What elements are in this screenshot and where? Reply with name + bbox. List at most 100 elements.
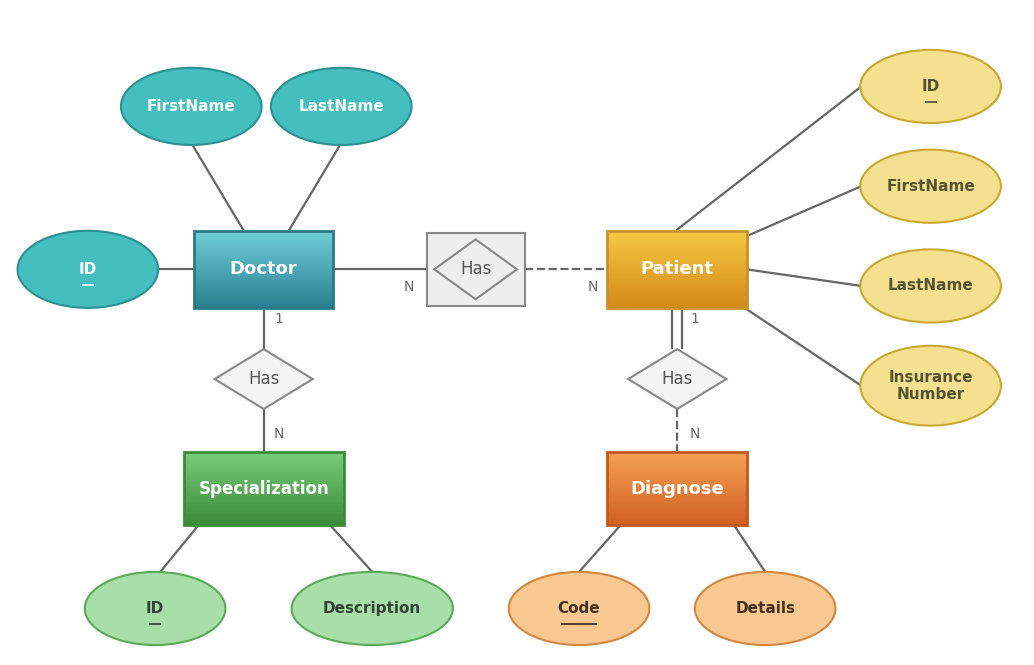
- Text: Doctor: Doctor: [230, 260, 298, 279]
- Bar: [608, 509, 747, 511]
- Text: ID: ID: [921, 79, 940, 94]
- Text: Details: Details: [735, 601, 795, 616]
- Bar: [194, 299, 333, 302]
- Bar: [608, 303, 747, 306]
- Bar: [194, 283, 333, 285]
- Bar: [608, 505, 747, 507]
- Bar: [608, 277, 747, 279]
- Bar: [194, 298, 333, 300]
- Bar: [608, 283, 747, 285]
- Bar: [608, 259, 747, 261]
- Bar: [608, 286, 747, 289]
- Bar: [184, 479, 344, 481]
- Bar: [184, 503, 344, 505]
- Bar: [608, 254, 747, 256]
- Bar: [608, 519, 747, 521]
- Bar: [608, 485, 747, 487]
- Bar: [194, 244, 333, 247]
- Bar: [194, 277, 333, 279]
- Bar: [194, 263, 333, 265]
- Text: Code: Code: [557, 601, 601, 616]
- Text: FirstName: FirstName: [886, 179, 975, 194]
- Bar: [608, 296, 747, 298]
- Bar: [184, 465, 344, 467]
- Text: Patient: Patient: [641, 260, 713, 279]
- Bar: [184, 456, 344, 458]
- Ellipse shape: [292, 572, 453, 645]
- Bar: [194, 246, 333, 248]
- Bar: [608, 233, 747, 235]
- Polygon shape: [629, 349, 726, 409]
- Text: ID: ID: [146, 601, 164, 616]
- Bar: [608, 239, 747, 241]
- Bar: [194, 303, 333, 306]
- Bar: [608, 503, 747, 505]
- Bar: [608, 279, 747, 281]
- Bar: [608, 294, 747, 296]
- Bar: [608, 267, 747, 269]
- Bar: [608, 481, 747, 483]
- Bar: [194, 279, 333, 281]
- Bar: [184, 519, 344, 521]
- Ellipse shape: [121, 68, 262, 145]
- Bar: [194, 273, 333, 275]
- Bar: [184, 452, 344, 525]
- Bar: [184, 473, 344, 476]
- Bar: [608, 252, 747, 254]
- Bar: [608, 305, 747, 307]
- Text: FirstName: FirstName: [147, 99, 236, 114]
- Bar: [608, 275, 747, 277]
- Bar: [194, 231, 333, 307]
- Bar: [194, 237, 333, 239]
- Bar: [184, 452, 344, 454]
- Bar: [184, 487, 344, 489]
- Bar: [184, 507, 344, 509]
- Bar: [194, 290, 333, 292]
- Bar: [608, 273, 747, 275]
- Bar: [608, 246, 747, 248]
- Bar: [184, 505, 344, 507]
- Bar: [184, 468, 344, 471]
- Bar: [194, 231, 333, 233]
- Bar: [608, 497, 747, 500]
- Bar: [608, 507, 747, 509]
- Bar: [608, 271, 747, 273]
- Bar: [194, 301, 333, 304]
- Ellipse shape: [860, 50, 1001, 123]
- Bar: [608, 250, 747, 252]
- Bar: [184, 485, 344, 487]
- Text: N: N: [690, 427, 700, 442]
- Text: ID: ID: [79, 262, 97, 277]
- Bar: [608, 269, 747, 271]
- Bar: [608, 499, 747, 501]
- Bar: [194, 271, 333, 273]
- Bar: [184, 499, 344, 501]
- Ellipse shape: [695, 572, 835, 645]
- Bar: [608, 463, 747, 465]
- Bar: [194, 235, 333, 237]
- Bar: [184, 501, 344, 503]
- Bar: [184, 472, 344, 474]
- Bar: [184, 481, 344, 483]
- Bar: [184, 477, 344, 479]
- Bar: [194, 242, 333, 245]
- Bar: [608, 458, 747, 460]
- Bar: [184, 512, 344, 515]
- Bar: [608, 467, 747, 469]
- Bar: [194, 296, 333, 298]
- Bar: [184, 467, 344, 469]
- Bar: [194, 286, 333, 289]
- Bar: [608, 496, 747, 498]
- Bar: [194, 305, 333, 307]
- Ellipse shape: [860, 150, 1001, 223]
- Bar: [608, 465, 747, 467]
- Bar: [184, 509, 344, 511]
- Bar: [608, 514, 747, 516]
- Bar: [194, 252, 333, 254]
- Ellipse shape: [18, 231, 158, 308]
- Bar: [194, 281, 333, 283]
- Bar: [184, 458, 344, 460]
- Text: Has: Has: [662, 370, 693, 388]
- Bar: [608, 298, 747, 300]
- Bar: [194, 275, 333, 277]
